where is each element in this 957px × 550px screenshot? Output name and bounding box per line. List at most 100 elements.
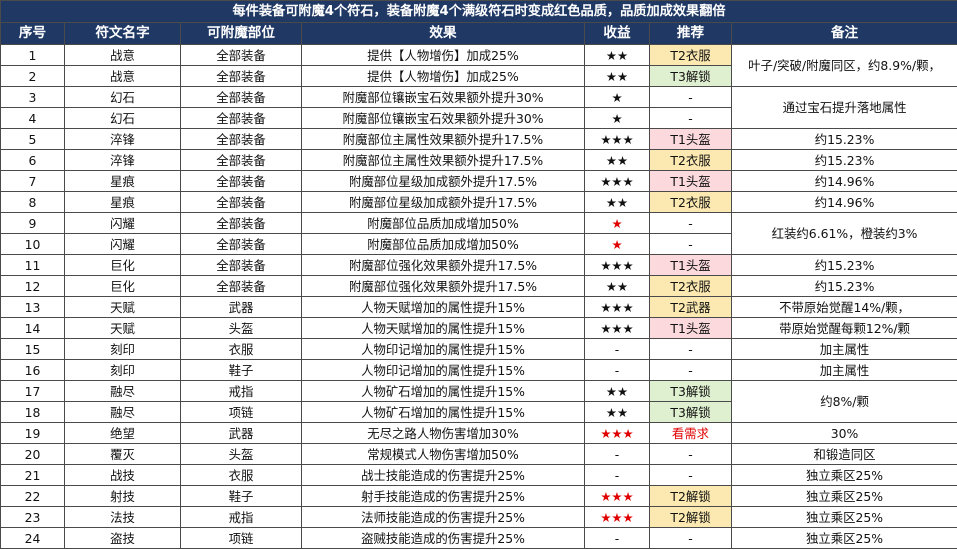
table-title: 每件装备可附魔4个符石，装备附魔4个满级符石时变成红色品质，品质加成效果翻倍	[0, 0, 957, 23]
cell-note: 独立乘区25%	[730, 527, 957, 549]
cell-slot: 全部装备	[180, 65, 302, 87]
cell-effect: 附魔部位品质加成增加50%	[301, 212, 585, 234]
cell-effect: 常规模式人物伤害增加50%	[301, 443, 585, 465]
cell-note: 约15.23%	[730, 275, 957, 297]
cell-slot: 武器	[180, 422, 302, 444]
header-name: 符文名字	[64, 22, 181, 45]
cell-rec: T1头盔	[649, 128, 732, 150]
cell-name: 覆灭	[64, 443, 181, 465]
cell-no: 1	[0, 44, 65, 66]
table-row: 15 刻印 衣服 人物印记增加的属性提升15% - - 加主属性	[0, 338, 957, 360]
cell-gain: -	[584, 527, 650, 549]
cell-slot: 全部装备	[180, 149, 302, 171]
table-row: 12 巨化 全部装备 附魔部位强化效果额外提升17.5% ★★ T2衣服 约15.23%	[0, 275, 957, 297]
cell-name: 射技	[64, 485, 181, 507]
cell-name: 绝望	[64, 422, 181, 444]
cell-gain: -	[584, 464, 650, 486]
table-row: 14 天赋 头盔 人物天赋增加的属性提升15% ★★★ T1头盔 带原始觉醒每颗12%/颗	[0, 317, 957, 339]
cell-name: 闪耀	[64, 212, 181, 234]
cell-rec: -	[649, 443, 732, 465]
cell-slot: 全部装备	[180, 128, 302, 150]
cell-slot: 全部装备	[180, 275, 302, 297]
cell-effect: 无尽之路人物伤害增加30%	[301, 422, 585, 444]
cell-rec: -	[649, 107, 732, 129]
cell-gain: ★★	[584, 275, 650, 297]
cell-name: 幻石	[64, 86, 181, 108]
cell-name: 战技	[64, 464, 181, 486]
cell-note: 加主属性	[730, 338, 957, 360]
cell-slot: 头盔	[180, 317, 302, 339]
header-note: 备注	[730, 22, 957, 45]
cell-gain: ★★	[584, 65, 650, 87]
cell-effect: 射手技能造成的伤害提升25%	[301, 485, 585, 507]
cell-rec: 看需求	[649, 422, 732, 444]
cell-slot: 全部装备	[180, 191, 302, 213]
cell-effect: 提供【人物增伤】加成25%	[301, 44, 585, 66]
cell-name: 星痕	[64, 170, 181, 192]
cell-gain: ★★★	[584, 506, 650, 528]
cell-slot: 戒指	[180, 380, 302, 402]
table-row: 11 巨化 全部装备 附魔部位强化效果额外提升17.5% ★★★ T1头盔 约15.23%	[0, 254, 957, 276]
table-row: 24 盗技 项链 盗贼技能造成的伤害提升25% - - 独立乘区25%	[0, 527, 957, 549]
cell-name: 盗技	[64, 527, 181, 549]
cell-note: 带原始觉醒每颗12%/颗	[730, 317, 957, 339]
cell-note: 和锻造同区	[730, 443, 957, 465]
cell-effect: 附魔部位强化效果额外提升17.5%	[301, 254, 585, 276]
cell-effect: 战士技能造成的伤害提升25%	[301, 464, 585, 486]
cell-rec: T2衣服	[649, 191, 732, 213]
cell-no: 6	[0, 149, 65, 171]
cell-note: 约14.96%	[730, 191, 957, 213]
cell-no: 24	[0, 527, 65, 549]
cell-gain: ★★★	[584, 254, 650, 276]
cell-gain: ★★★	[584, 485, 650, 507]
cell-slot: 全部装备	[180, 107, 302, 129]
cell-gain: ★★★	[584, 296, 650, 318]
cell-no: 22	[0, 485, 65, 507]
cell-name: 融尽	[64, 380, 181, 402]
table-row: 13 天赋 武器 人物天赋增加的属性提升15% ★★★ T2武器 不带原始觉醒14%/颗，	[0, 296, 957, 318]
cell-name: 战意	[64, 44, 181, 66]
cell-no: 17	[0, 380, 65, 402]
cell-gain: -	[584, 443, 650, 465]
table-row: 7 星痕 全部装备 附魔部位星级加成额外提升17.5% ★★★ T1头盔 约14.96%	[0, 170, 957, 192]
cell-rec: T1头盔	[649, 254, 732, 276]
cell-no: 20	[0, 443, 65, 465]
cell-effect: 人物矿石增加的属性提升15%	[301, 401, 585, 423]
cell-note: 通过宝石提升落地属性	[730, 86, 957, 129]
cell-gain: ★	[584, 86, 650, 108]
cell-gain: -	[584, 359, 650, 381]
cell-gain: ★	[584, 212, 650, 234]
header-slot: 可附魔部位	[180, 22, 302, 45]
table-body: 1 战意 全部装备 提供【人物增伤】加成25% ★★ T2衣服 叶子/突破/附魔同区，约8.…	[0, 44, 957, 549]
cell-name: 融尽	[64, 401, 181, 423]
cell-gain: ★	[584, 107, 650, 129]
cell-no: 8	[0, 191, 65, 213]
cell-note: 不带原始觉醒14%/颗，	[730, 296, 957, 318]
cell-effect: 盗贼技能造成的伤害提升25%	[301, 527, 585, 549]
cell-rec: T2武器	[649, 296, 732, 318]
header-gain: 收益	[584, 22, 650, 45]
table-row: 8 星痕 全部装备 附魔部位星级加成额外提升17.5% ★★ T2衣服 约14.96%	[0, 191, 957, 213]
cell-gain: ★★	[584, 380, 650, 402]
cell-no: 23	[0, 506, 65, 528]
cell-rec: T2衣服	[649, 44, 732, 66]
cell-note: 30%	[730, 422, 957, 444]
cell-rec: T2衣服	[649, 149, 732, 171]
cell-effect: 附魔部位主属性效果额外提升17.5%	[301, 149, 585, 171]
cell-note: 红装约6.61%，橙装约3%	[730, 212, 957, 255]
cell-no: 7	[0, 170, 65, 192]
cell-gain: -	[584, 338, 650, 360]
cell-gain: ★★	[584, 401, 650, 423]
cell-no: 15	[0, 338, 65, 360]
cell-effect: 附魔部位星级加成额外提升17.5%	[301, 191, 585, 213]
cell-no: 10	[0, 233, 65, 255]
cell-slot: 全部装备	[180, 44, 302, 66]
cell-gain: ★★★	[584, 317, 650, 339]
cell-name: 闪耀	[64, 233, 181, 255]
cell-no: 5	[0, 128, 65, 150]
cell-no: 3	[0, 86, 65, 108]
cell-slot: 全部装备	[180, 212, 302, 234]
cell-name: 战意	[64, 65, 181, 87]
cell-gain: ★★★	[584, 422, 650, 444]
